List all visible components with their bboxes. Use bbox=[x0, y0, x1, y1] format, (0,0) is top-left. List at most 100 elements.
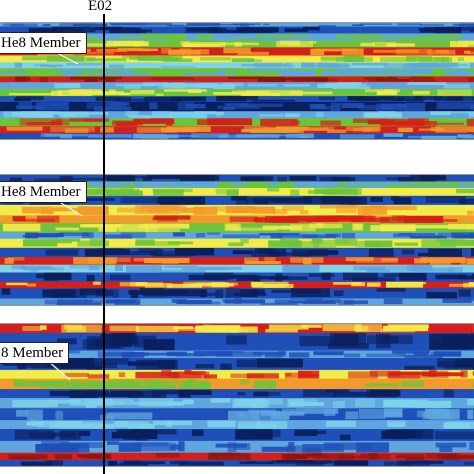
band-texture bbox=[107, 441, 119, 445]
band-texture bbox=[69, 265, 105, 269]
band-texture bbox=[109, 463, 149, 466]
band-texture bbox=[73, 257, 115, 265]
band-texture bbox=[103, 224, 117, 232]
band-texture bbox=[448, 223, 474, 230]
band-texture bbox=[284, 28, 309, 32]
band-texture bbox=[70, 177, 113, 181]
band-texture bbox=[37, 421, 83, 428]
band-texture bbox=[335, 33, 342, 37]
band-texture bbox=[36, 273, 45, 279]
band-texture bbox=[9, 177, 23, 182]
band-texture bbox=[408, 184, 453, 188]
band-texture bbox=[384, 461, 411, 466]
band-texture bbox=[228, 72, 235, 76]
band bbox=[0, 76, 474, 83]
band-texture bbox=[413, 351, 429, 356]
band-texture bbox=[278, 33, 311, 38]
band-texture bbox=[207, 420, 236, 428]
band-texture bbox=[39, 77, 48, 83]
band-texture bbox=[325, 300, 333, 303]
band-texture bbox=[106, 299, 137, 304]
band-texture bbox=[224, 299, 265, 304]
band-texture bbox=[163, 89, 207, 92]
band-texture bbox=[276, 41, 313, 48]
band-texture bbox=[234, 443, 251, 450]
band-texture bbox=[461, 135, 474, 139]
band-texture bbox=[57, 90, 93, 96]
band-texture bbox=[139, 288, 165, 295]
band-texture bbox=[370, 225, 416, 231]
band-texture bbox=[272, 209, 288, 215]
band-texture bbox=[193, 351, 233, 357]
band-texture bbox=[236, 27, 279, 33]
band-texture bbox=[96, 48, 128, 52]
band-texture bbox=[299, 210, 309, 215]
band-texture bbox=[316, 111, 324, 117]
band-texture bbox=[250, 289, 265, 295]
band-texture bbox=[380, 118, 425, 126]
band-texture bbox=[343, 272, 378, 281]
band-texture bbox=[435, 442, 467, 448]
band-texture bbox=[403, 63, 445, 68]
band-texture bbox=[430, 111, 451, 115]
band-texture bbox=[181, 72, 220, 76]
band-texture bbox=[274, 299, 292, 304]
band-texture bbox=[363, 183, 386, 187]
band-texture bbox=[26, 122, 60, 126]
band-texture bbox=[254, 206, 276, 214]
band-texture bbox=[235, 429, 273, 440]
band-texture bbox=[299, 335, 341, 347]
band-texture bbox=[364, 89, 400, 93]
band-texture bbox=[188, 89, 202, 94]
band-texture bbox=[268, 197, 294, 201]
band-texture bbox=[77, 454, 93, 458]
band-texture bbox=[443, 389, 454, 398]
band bbox=[0, 68, 474, 77]
band-texture bbox=[377, 78, 413, 81]
band-texture bbox=[406, 265, 432, 272]
band-texture bbox=[418, 128, 445, 131]
band-texture bbox=[401, 249, 415, 255]
band-texture bbox=[345, 411, 359, 420]
band-texture bbox=[399, 272, 427, 281]
band-texture bbox=[256, 33, 265, 38]
band-texture bbox=[161, 370, 172, 376]
band-texture bbox=[113, 224, 149, 232]
band-texture bbox=[72, 112, 109, 115]
band-texture bbox=[82, 380, 102, 386]
band-texture bbox=[22, 235, 58, 238]
band-texture bbox=[436, 49, 450, 54]
band-texture bbox=[45, 460, 63, 466]
band-texture bbox=[359, 23, 392, 25]
band-texture bbox=[203, 374, 217, 379]
band-texture bbox=[123, 461, 166, 465]
band-texture bbox=[153, 215, 191, 220]
band-texture bbox=[342, 232, 356, 239]
band-texture bbox=[362, 127, 379, 133]
section-panel-bottom bbox=[0, 323, 474, 467]
band-texture bbox=[12, 399, 58, 408]
band-texture bbox=[398, 176, 437, 182]
band-texture bbox=[251, 99, 296, 102]
band-texture bbox=[397, 127, 413, 132]
band-texture bbox=[166, 57, 180, 61]
band-texture bbox=[437, 358, 474, 367]
band-texture bbox=[182, 399, 194, 405]
band-texture bbox=[181, 207, 205, 213]
band-texture bbox=[49, 390, 80, 397]
band-texture bbox=[230, 36, 256, 39]
band-texture bbox=[344, 353, 361, 358]
band-texture bbox=[448, 267, 464, 273]
band-texture bbox=[143, 292, 167, 297]
band-texture bbox=[34, 233, 64, 237]
band-texture bbox=[228, 242, 244, 247]
band-texture bbox=[469, 29, 474, 32]
band-texture bbox=[445, 454, 460, 460]
band-texture bbox=[165, 183, 181, 187]
band-texture bbox=[472, 382, 474, 388]
band-texture bbox=[334, 239, 351, 244]
band-texture bbox=[66, 382, 111, 389]
band-texture bbox=[366, 282, 381, 287]
band-texture bbox=[253, 391, 269, 397]
band-texture bbox=[66, 62, 103, 66]
